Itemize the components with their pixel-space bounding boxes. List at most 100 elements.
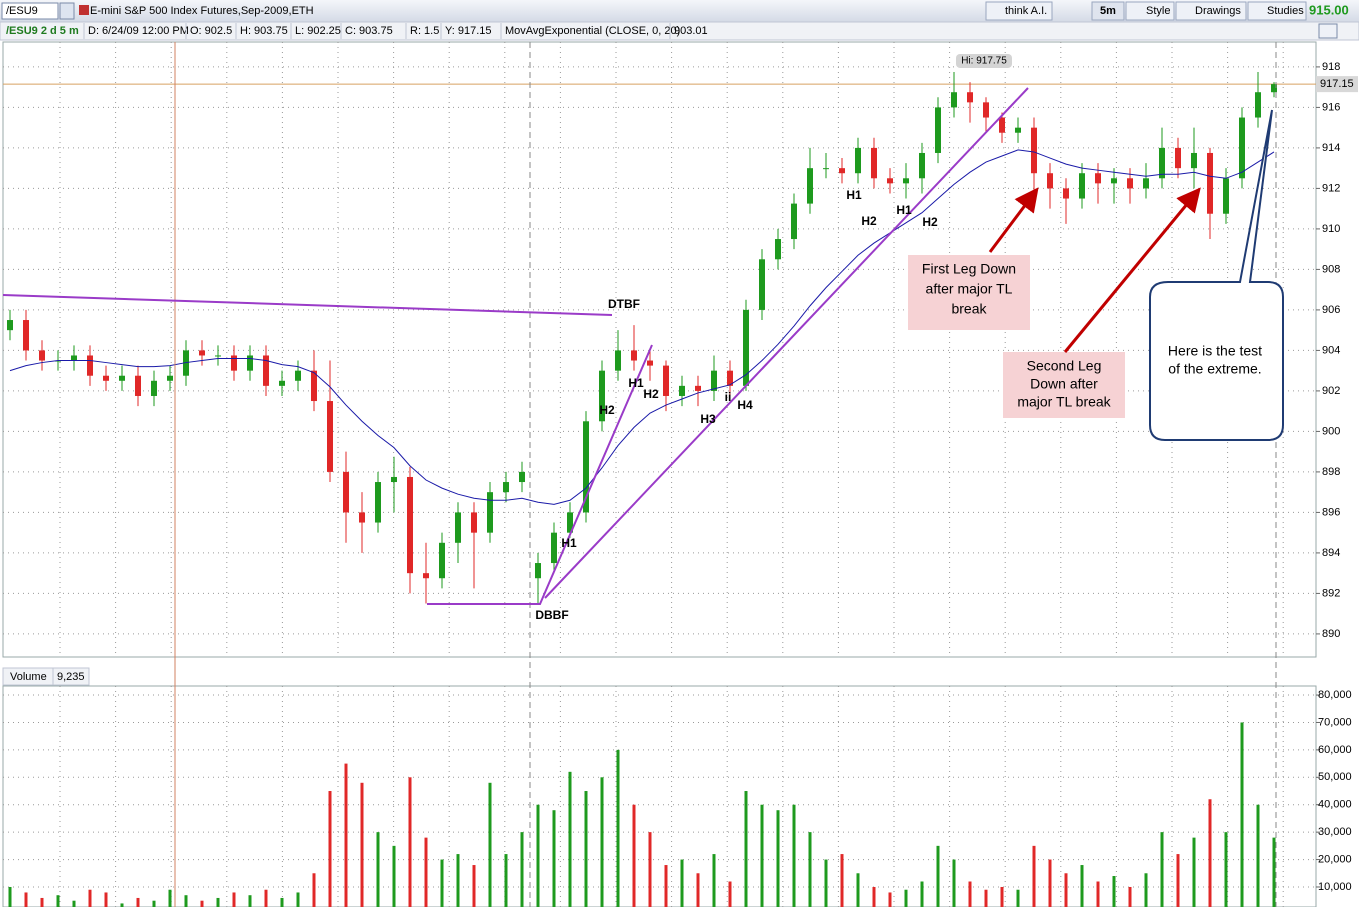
info-items: /ESU9 2 d 5 m D: 6/24/09 12:00 PM O: 902.5…: [6, 23, 708, 39]
candle-body: [7, 320, 13, 331]
volume-bar: [696, 873, 700, 907]
volume-bar: [1080, 865, 1084, 907]
y-tick-label: 70,000: [1318, 716, 1352, 728]
notes: First Leg Down after major TL break Second …: [922, 261, 1262, 410]
candle-body: [695, 385, 701, 391]
volume-bar: [520, 832, 524, 907]
volume-bar: [824, 859, 828, 907]
candle-body: [407, 476, 413, 574]
candle-body: [87, 355, 93, 376]
chart-menu[interactable]: [1318, 23, 1338, 39]
volume-bar: [472, 865, 476, 907]
volume-bar: [360, 782, 364, 907]
arrow: [1063, 187, 1201, 353]
pattern-label: DBBF: [535, 608, 568, 622]
volume-bar: [760, 804, 764, 907]
volume-bar: [968, 881, 972, 907]
candle-body: [311, 370, 317, 402]
volume-bar: [168, 889, 172, 907]
volume-bar: [952, 859, 956, 907]
candle-body: [871, 147, 877, 179]
y-tick-label: 40,000: [1318, 799, 1352, 811]
pattern-label: H1: [896, 203, 912, 217]
symbol-dropdown[interactable]: [59, 2, 75, 20]
candle-body: [999, 117, 1005, 133]
candle-body: [1207, 152, 1213, 214]
button-label: Drawings: [1195, 5, 1241, 17]
candle-body: [215, 355, 221, 357]
button[interactable]: [1175, 1, 1247, 21]
symbol-box[interactable]: [1, 2, 59, 20]
candle-body: [199, 350, 205, 356]
volume-title: Volume: [10, 671, 47, 683]
volume-bar: [1064, 873, 1068, 907]
candle-body: [1223, 178, 1229, 214]
candle-body: [423, 573, 429, 579]
button-label: Style: [1146, 5, 1170, 17]
note-text: Here is the test: [1168, 343, 1262, 359]
pattern-label: H2: [861, 214, 877, 228]
volume-bar: [376, 832, 380, 907]
note-text: major TL break: [1017, 394, 1111, 410]
high-label: Hi: 917.75: [961, 56, 1007, 67]
current-price-label: 917.15: [1320, 78, 1354, 90]
candle-body: [1031, 127, 1037, 174]
candle-body: [887, 178, 893, 184]
volume-bar: [1256, 804, 1260, 907]
volume-bar: [536, 804, 540, 907]
info-item: D: 6/24/09 12:00 PM: [88, 25, 189, 37]
info-item: MovAvgExponential (CLOSE, 0, 20): [505, 25, 680, 37]
volume-bar: [2, 667, 90, 686]
info-item: C: 903.75: [345, 25, 393, 37]
volume-bar: [296, 892, 300, 907]
y-tick-label: 916: [1322, 101, 1340, 113]
candle-body: [919, 152, 925, 179]
callout: [1149, 109, 1284, 441]
candle-body: [567, 512, 573, 533]
info-item: 903.01: [674, 25, 708, 37]
volume-bar: [1048, 859, 1052, 907]
note-text: break: [951, 301, 987, 317]
button[interactable]: [1091, 1, 1125, 21]
volume-bar: [24, 892, 28, 907]
button[interactable]: [1247, 1, 1307, 21]
info-item: /ESU9 2 d 5 m: [6, 25, 79, 37]
volume-bar: [440, 859, 444, 907]
candle-body: [23, 320, 29, 351]
volume-bar: [200, 900, 204, 907]
volume-bar: [776, 810, 780, 907]
volume-bar: [1096, 881, 1100, 907]
volume-bar: [120, 903, 124, 907]
trendline: [544, 87, 1029, 599]
candle-body: [359, 512, 365, 523]
volume-bar: [1032, 845, 1036, 907]
trendlines: [2, 87, 1029, 605]
y-tick-label: 60,000: [1318, 744, 1352, 756]
pattern-label: H1: [628, 376, 644, 390]
last-price: 915.00: [1309, 2, 1349, 17]
y-tick-label: 50,000: [1318, 771, 1352, 783]
candle-body: [823, 168, 829, 170]
description: E-mini S&P 500 Index Futures,Sep-2009,ET…: [90, 5, 314, 17]
volume-bar: [568, 771, 572, 907]
candle-body: [247, 355, 253, 371]
volume-bar: [280, 897, 284, 907]
candle-body: [1127, 178, 1133, 189]
note-box: [1003, 352, 1125, 418]
button[interactable]: [1125, 1, 1175, 21]
volume-value: 9,235: [57, 671, 85, 683]
candle-body: [279, 380, 285, 386]
button[interactable]: [985, 1, 1053, 21]
volume-bar: [552, 810, 556, 907]
volume-bar: [488, 782, 492, 907]
candle-body: [743, 309, 749, 386]
volume-bar: [72, 900, 76, 907]
volume-bar: [1016, 889, 1020, 907]
candle-body: [679, 385, 685, 396]
candle-body: [343, 471, 349, 513]
volume-bar: [504, 854, 508, 907]
candle-body: [599, 370, 605, 422]
candle-body: [391, 476, 397, 483]
